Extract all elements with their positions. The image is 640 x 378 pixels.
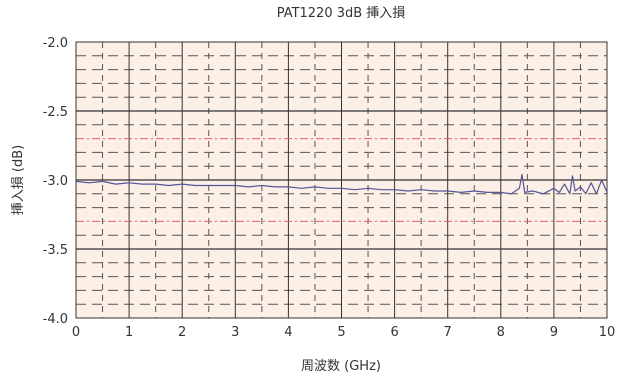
y-tick-label: -2.0: [43, 36, 68, 51]
x-tick-label: 2: [178, 325, 186, 340]
x-tick-label: 1: [125, 325, 133, 340]
x-tick-label: 3: [231, 325, 239, 340]
y-tick-label: -3.0: [43, 174, 68, 189]
chart-title: PAT1220 3dB 挿入損: [277, 6, 406, 21]
x-tick-label: 4: [284, 325, 292, 340]
series-group: [75, 173, 608, 195]
y-axis-label: 挿入損 (dB): [11, 145, 26, 215]
x-tick-label: 9: [550, 325, 558, 340]
series-line: [75, 173, 608, 195]
plot-frame: [75, 41, 608, 319]
y-tick-label: -2.5: [43, 105, 68, 120]
x-tick-label: 0: [72, 325, 80, 340]
y-tick-label: -4.0: [43, 312, 68, 327]
y-tick-label: -3.5: [43, 243, 68, 258]
major-grid: [76, 42, 607, 318]
x-tick-label: 10: [599, 325, 616, 340]
x-axis-ticks: 0 1 2 3 4 5 6 7 8 9 10: [72, 325, 615, 340]
x-tick-label: 5: [337, 325, 345, 340]
y-axis-ticks: -2.0 -2.5 -3.0 -3.5 -4.0: [43, 36, 68, 327]
x-axis-label: 周波数 (GHz): [301, 359, 381, 374]
x-tick-label: 7: [444, 325, 452, 340]
x-tick-label: 8: [497, 325, 505, 340]
x-tick-label: 6: [390, 325, 398, 340]
